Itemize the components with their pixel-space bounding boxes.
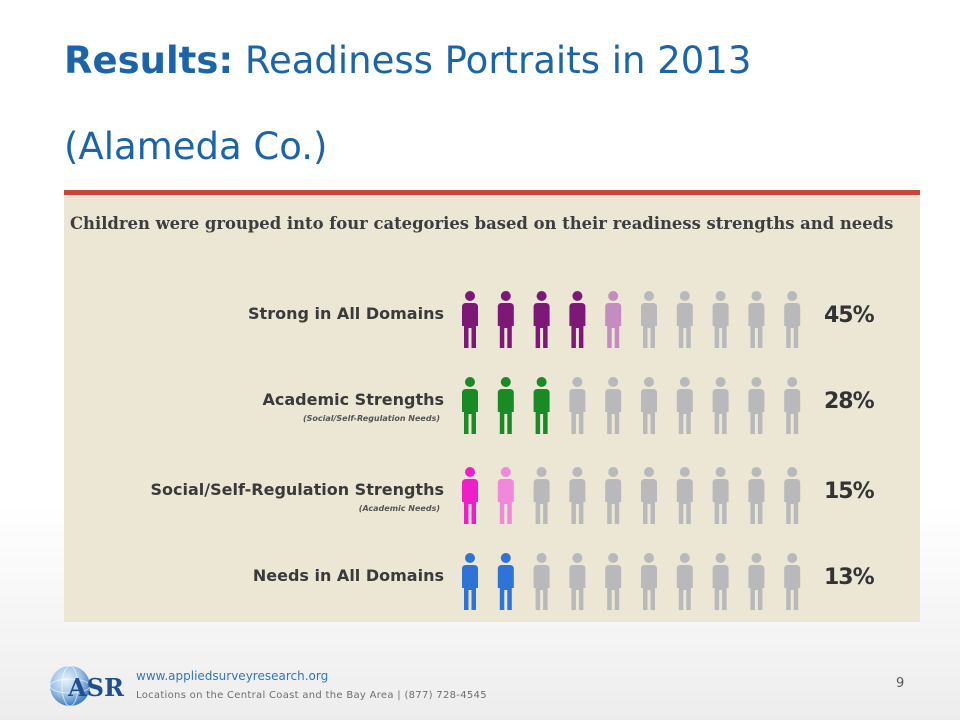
person-figure <box>533 553 550 610</box>
person-figure <box>605 291 622 348</box>
person-figure <box>784 467 801 524</box>
person-figure <box>748 553 765 610</box>
person-figure <box>497 467 514 524</box>
category-percent: 15% <box>824 479 875 504</box>
person-figure <box>641 553 657 610</box>
category-label: Academic Strengths <box>262 390 445 409</box>
person-figure <box>605 467 622 524</box>
category-percent: 45% <box>824 303 875 328</box>
person-figure <box>497 553 514 610</box>
person-figure <box>605 377 622 434</box>
person-figure <box>605 553 622 610</box>
person-figure <box>784 291 801 348</box>
person-figure <box>569 467 586 524</box>
category-row: Social/Self-Regulation Strengths (Academ… <box>64 466 920 536</box>
category-percent: 13% <box>824 565 875 590</box>
person-figure <box>533 291 550 348</box>
chart-title: Children were grouped into four categori… <box>70 214 894 233</box>
slide-title-bold: Results: <box>64 39 234 82</box>
person-figure <box>533 467 550 524</box>
person-figure <box>569 291 586 348</box>
category-row: Needs in All Domains 13% <box>64 552 920 622</box>
figure-row-academic <box>462 377 801 434</box>
category-percent: 28% <box>824 389 875 414</box>
person-figure <box>676 377 693 434</box>
person-figure <box>569 377 586 434</box>
person-figure <box>712 553 729 610</box>
footer-locations: Locations on the Central Coast and the B… <box>136 690 487 701</box>
person-figure <box>748 291 765 348</box>
person-figure <box>641 291 657 348</box>
person-figure <box>748 467 765 524</box>
category-row: Academic Strengths (Social/Self-Regulati… <box>64 376 920 446</box>
person-figure <box>641 467 657 524</box>
category-row: Strong in All Domains 45% <box>64 290 920 360</box>
person-figure <box>712 467 729 524</box>
category-label: Needs in All Domains <box>252 566 444 585</box>
person-figure <box>462 553 478 610</box>
figure-row-strong <box>462 291 801 348</box>
person-figure <box>641 377 657 434</box>
person-figure <box>784 553 801 610</box>
slide-title-line2: (Alameda Co.) <box>64 125 328 168</box>
figure-row-social <box>462 467 801 524</box>
person-figure <box>784 377 801 434</box>
footer-url[interactable]: www.appliedsurveyresearch.org <box>136 669 329 683</box>
globe-icon <box>50 666 90 706</box>
category-sublabel: (Academic Needs) <box>358 504 440 513</box>
figure-row-needs <box>462 553 801 610</box>
slide-title-rest: Readiness Portraits in 2013 <box>244 39 752 82</box>
person-figure <box>462 377 478 434</box>
infographic-top-rule <box>64 190 920 195</box>
slide-title: Results: Readiness Portraits in 2013 (Al… <box>64 18 924 190</box>
person-figure <box>712 291 729 348</box>
person-figure <box>676 467 693 524</box>
readiness-infographic: Children were grouped into four categori… <box>64 190 920 622</box>
person-figure <box>497 377 514 434</box>
category-label: Social/Self-Regulation Strengths <box>150 480 445 499</box>
asr-logo: ASR <box>49 665 125 707</box>
asr-logo-text: ASR <box>67 673 125 702</box>
person-figure <box>676 291 693 348</box>
page-number: 9 <box>896 676 905 691</box>
person-figure <box>676 553 693 610</box>
person-figure <box>497 291 514 348</box>
category-label: Strong in All Domains <box>248 304 444 323</box>
person-figure <box>462 467 478 524</box>
person-figure <box>569 553 586 610</box>
person-figure <box>712 377 729 434</box>
person-figure <box>748 377 765 434</box>
category-sublabel: (Social/Self-Regulation Needs) <box>302 414 440 423</box>
person-figure <box>462 291 478 348</box>
person-figure <box>533 377 550 434</box>
